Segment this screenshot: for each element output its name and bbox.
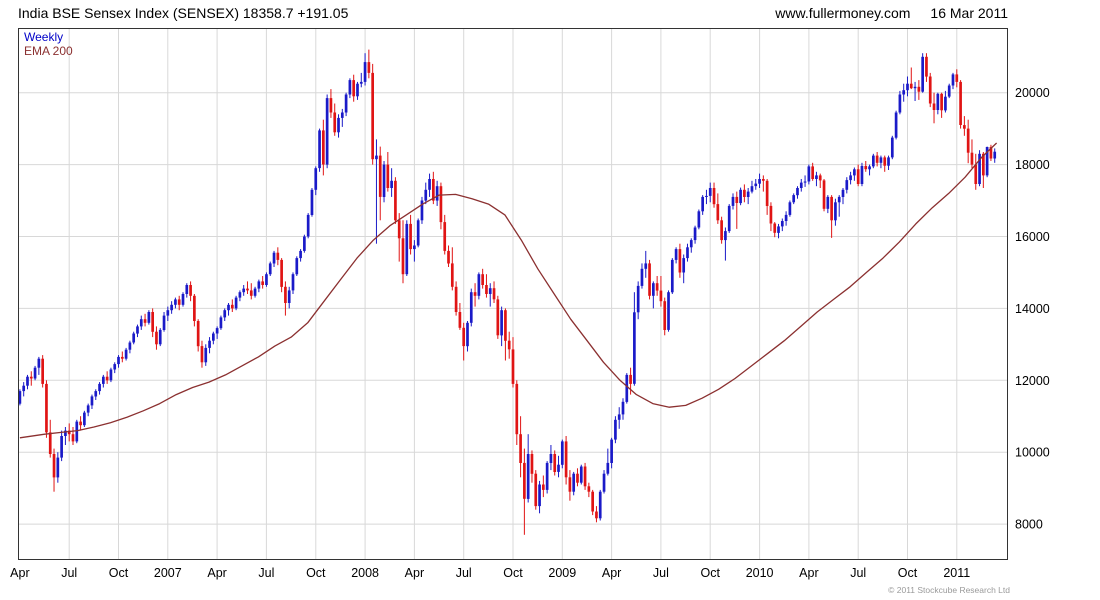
- website-link[interactable]: www.fullermoney.com: [775, 5, 911, 21]
- svg-text:Jul: Jul: [850, 566, 866, 580]
- copyright-notice: © 2011 Stockcube Research Ltd: [888, 585, 1010, 595]
- svg-text:20000: 20000: [1015, 86, 1050, 100]
- chart-date: 16 Mar 2011: [930, 5, 1008, 21]
- svg-text:Apr: Apr: [10, 566, 29, 580]
- svg-text:10000: 10000: [1015, 446, 1050, 460]
- svg-text:14000: 14000: [1015, 302, 1050, 316]
- svg-text:Oct: Oct: [503, 566, 523, 580]
- svg-text:Jul: Jul: [653, 566, 669, 580]
- plot-border-group: [18, 28, 1008, 560]
- ema-line-group: [19, 142, 998, 439]
- x-axis-labels: Apr Jul Oct 2007 Apr Jul Oct 2008 Apr Jul Oct 2009 A…: [10, 566, 970, 580]
- svg-text:Jul: Jul: [61, 566, 77, 580]
- svg-text:Jul: Jul: [456, 566, 472, 580]
- svg-text:2009: 2009: [548, 566, 576, 580]
- legend: Weekly EMA 200: [24, 30, 73, 58]
- svg-text:18000: 18000: [1015, 158, 1050, 172]
- svg-text:8000: 8000: [1015, 518, 1043, 532]
- svg-text:2010: 2010: [746, 566, 774, 580]
- chart-header: India BSE Sensex Index (SENSEX) 18358.7 …: [0, 0, 1100, 26]
- legend-weekly-label: Weekly: [24, 30, 64, 44]
- page-title: India BSE Sensex Index (SENSEX) 18358.7 …: [18, 5, 349, 21]
- svg-text:Apr: Apr: [602, 566, 621, 580]
- y-axis-labels: 8000 10000 12000 14000 16000 18000 20000: [1015, 86, 1050, 531]
- svg-text:2011: 2011: [943, 566, 970, 580]
- svg-text:2008: 2008: [351, 566, 379, 580]
- svg-text:16000: 16000: [1015, 230, 1050, 244]
- header-right: www.fullermoney.com 16 Mar 2011: [775, 5, 1008, 21]
- legend-ema-label: EMA 200: [24, 44, 73, 58]
- svg-text:Apr: Apr: [799, 566, 818, 580]
- svg-text:Oct: Oct: [898, 566, 918, 580]
- svg-text:12000: 12000: [1015, 374, 1050, 388]
- svg-text:Apr: Apr: [405, 566, 424, 580]
- grid: [18, 28, 1008, 560]
- candles-group: [18, 49, 997, 535]
- svg-text:Oct: Oct: [306, 566, 326, 580]
- svg-text:Jul: Jul: [258, 566, 274, 580]
- svg-text:Oct: Oct: [109, 566, 129, 580]
- svg-text:Oct: Oct: [700, 566, 720, 580]
- svg-text:2007: 2007: [154, 566, 182, 580]
- svg-text:Apr: Apr: [207, 566, 226, 580]
